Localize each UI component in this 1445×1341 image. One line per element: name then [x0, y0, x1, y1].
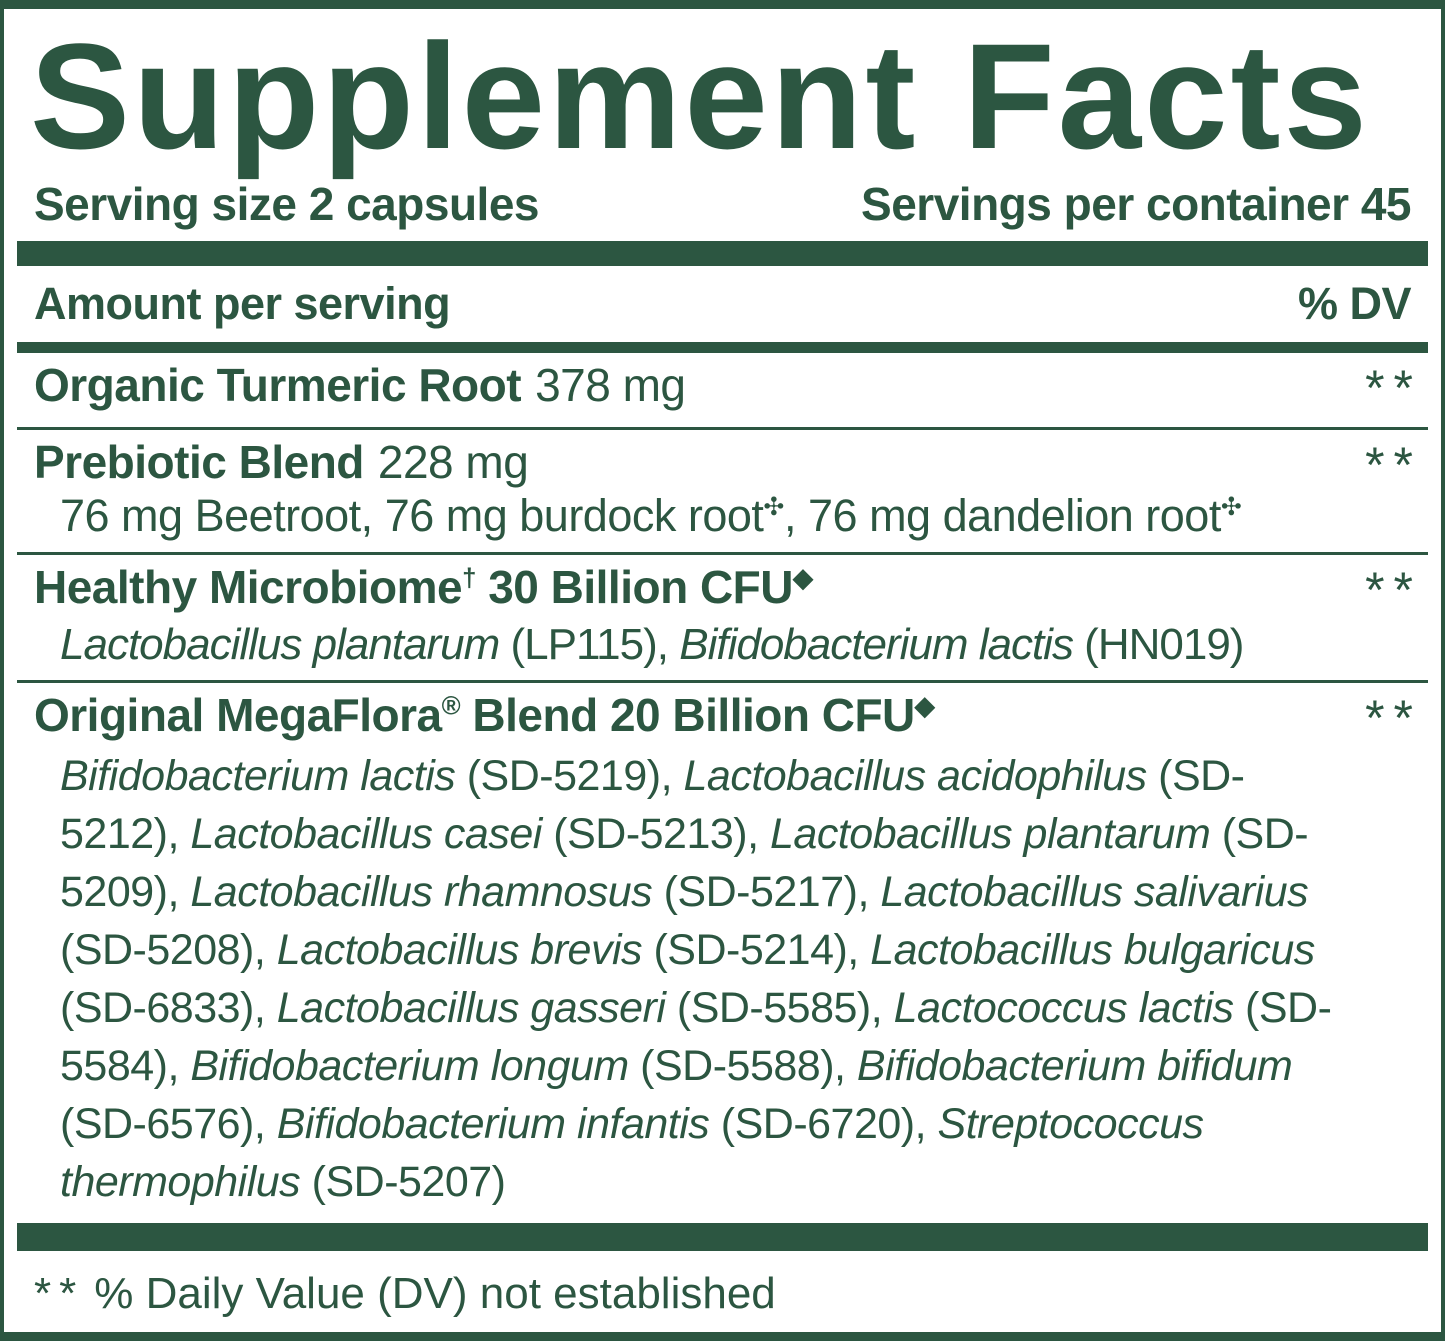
- ingredient-amount: 378 mg: [535, 359, 686, 411]
- dv-value: **: [1365, 562, 1422, 619]
- table-row-megaflora-blend: Original MegaFlora® Blend 20 Billion CFU…: [17, 683, 1428, 1223]
- servings-per-container: Servings per container 45: [861, 178, 1411, 230]
- ingredient-name: Prebiotic Blend: [34, 436, 364, 488]
- footnote-asterisks: **: [34, 1269, 85, 1319]
- row-divider: [17, 427, 1428, 430]
- ingredient-name: Original MegaFlora® Blend 20 Billion CFU…: [34, 689, 935, 742]
- ingredient-amount: 228 mg: [377, 436, 529, 488]
- divider-thick-top: [17, 241, 1428, 266]
- serving-info-row: Serving size 2 capsules Servings per con…: [17, 179, 1428, 229]
- ingredient-name: Healthy Microbiome† 30 Billion CFU◆: [34, 561, 813, 614]
- daily-value-footnote: **% Daily Value (DV) not established: [4, 1251, 1441, 1332]
- table-row-healthy-microbiome: Healthy Microbiome† 30 Billion CFU◆ Lact…: [17, 555, 1428, 680]
- probiotic-strains: Lactobacillus plantarum (LP115), Bifidob…: [60, 619, 1244, 669]
- amount-per-serving-header: Amount per serving: [34, 278, 451, 329]
- percent-dv-header: % DV: [1297, 278, 1412, 329]
- divider-medium: [17, 342, 1428, 353]
- footnote-text: % Daily Value (DV) not established: [94, 1269, 776, 1319]
- dv-value: **: [1365, 437, 1422, 493]
- ingredient-name: Organic Turmeric Root: [34, 359, 522, 411]
- table-row-turmeric: Organic Turmeric Root 378 mg **: [17, 353, 1428, 427]
- row-divider: [17, 680, 1428, 684]
- column-header-row: Amount per serving % DV: [17, 266, 1428, 342]
- probiotic-strains: Bifidobacterium lactis (SD-5219), Lactob…: [60, 752, 1332, 1207]
- panel-title: Supplement Facts: [30, 12, 1370, 180]
- row-divider: [17, 552, 1428, 556]
- serving-size: Serving size 2 capsules: [34, 178, 540, 230]
- dv-value: **: [1365, 360, 1422, 416]
- table-row-prebiotic-blend: Prebiotic Blend 228 mg 76 mg Beetroot, 76…: [17, 430, 1428, 552]
- blend-components: 76 mg Beetroot, 76 mg burdock root✣, 76 …: [60, 489, 1242, 541]
- divider-thick-bottom: [17, 1223, 1428, 1252]
- dv-value: **: [1365, 690, 1422, 747]
